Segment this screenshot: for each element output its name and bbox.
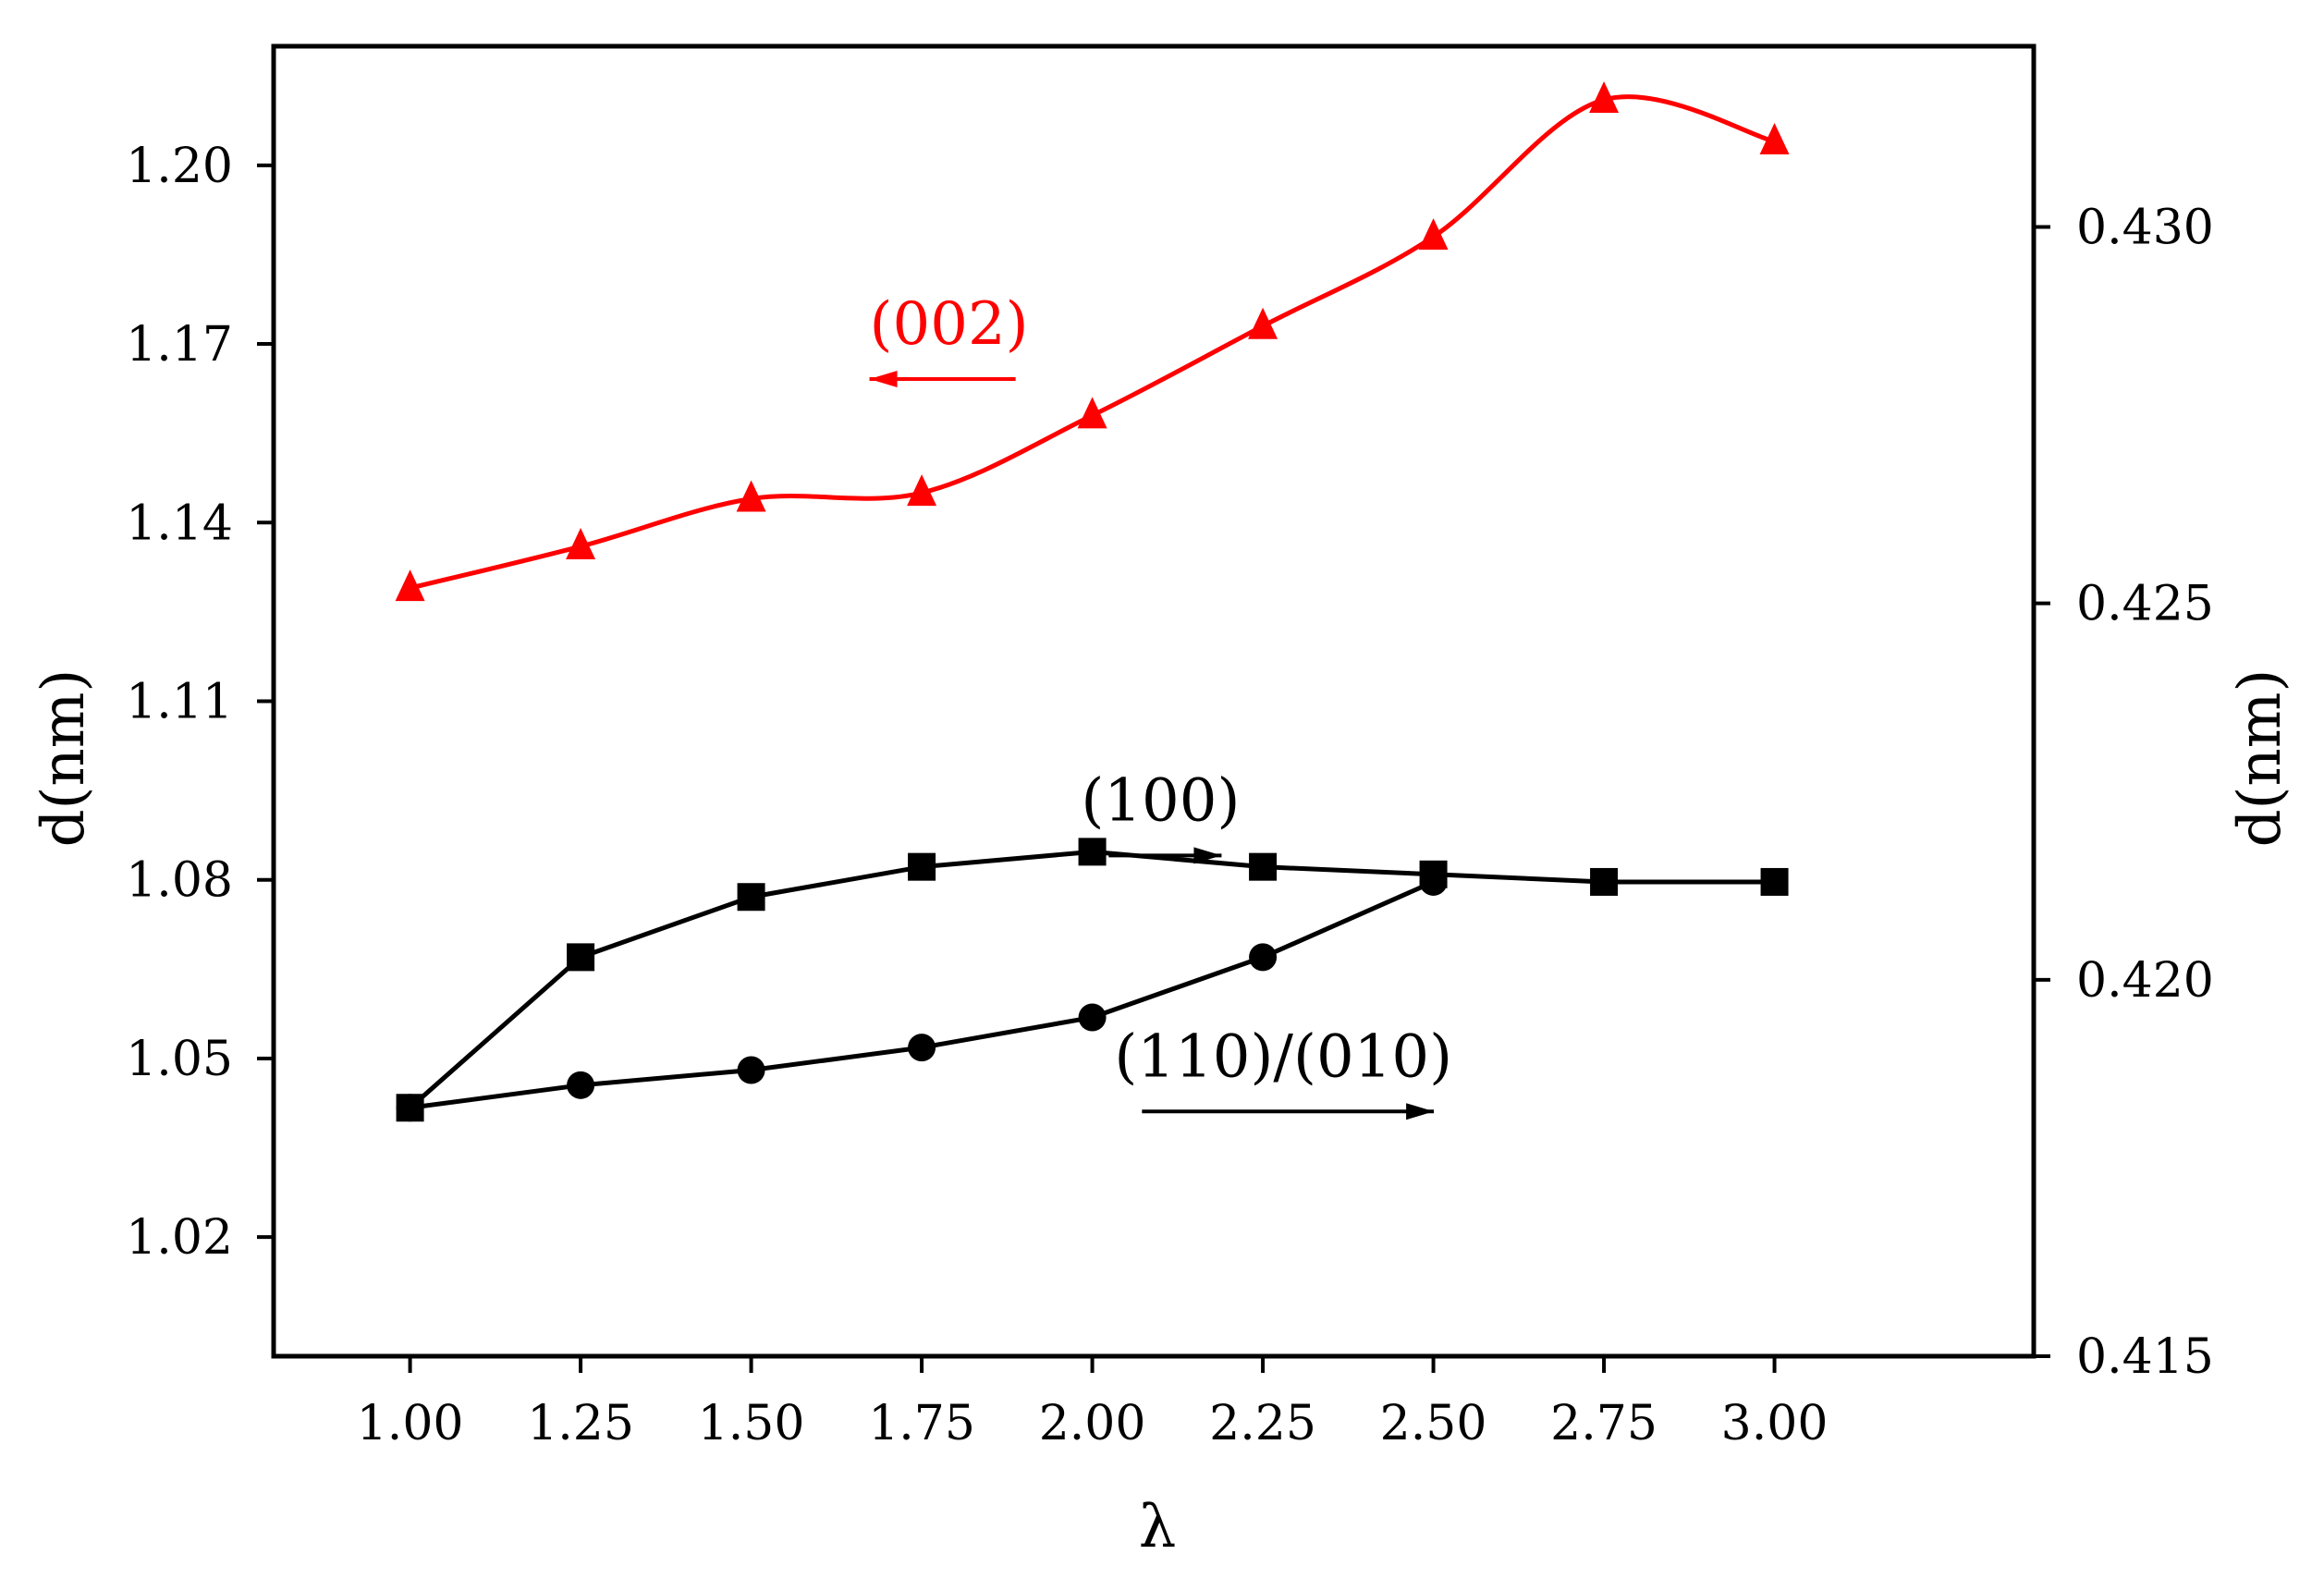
y-left-tick-label: 1.20 — [126, 139, 233, 194]
data-point-100 — [737, 883, 765, 912]
series-layer — [408, 94, 1776, 1110]
y-axis-right-title: d(nm) — [2226, 669, 2294, 848]
data-point-110-010 — [1078, 1003, 1107, 1032]
y-left-tick-label: 1.11 — [126, 675, 233, 730]
plot-frame — [271, 43, 2037, 1359]
data-point-002 — [1589, 80, 1620, 113]
data-point-100 — [1078, 838, 1107, 866]
x-tick-label: 1.25 — [527, 1396, 634, 1451]
y-right-tick-label: 0.430 — [2076, 200, 2214, 255]
data-point-110-010 — [737, 1056, 765, 1084]
data-point-002 — [736, 480, 766, 512]
data-point-002 — [907, 474, 937, 507]
series-line-002 — [410, 94, 1776, 591]
y-left-tick-label: 1.14 — [126, 496, 233, 551]
y-left-tick-label: 1.08 — [126, 853, 233, 909]
x-axis-title: λ — [1139, 1493, 1177, 1561]
annotation-label-110-010: (110)/(010) — [1114, 1022, 1452, 1091]
data-point-100 — [567, 943, 595, 972]
x-tick-label: 2.50 — [1380, 1396, 1487, 1451]
y-right-tick-label: 0.420 — [2076, 953, 2214, 1009]
marker-layer — [395, 80, 1790, 1122]
y-right-tick-label: 0.425 — [2076, 577, 2214, 632]
x-tick-label: 1.75 — [868, 1396, 975, 1451]
x-tick-label: 2.75 — [1550, 1396, 1657, 1451]
data-point-110-010 — [1249, 943, 1278, 972]
tick-layer: 1.00 1.25 1.50 1.75 2.00 2.25 2.50 2.75 3.00 1.02… — [126, 139, 2214, 1451]
y-left-tick-label: 1.17 — [126, 317, 233, 373]
y-left-tick-label: 1.05 — [126, 1032, 233, 1087]
data-point-110-010 — [396, 1094, 424, 1122]
data-point-100 — [1590, 867, 1619, 896]
data-point-110-010 — [567, 1071, 595, 1099]
data-point-002 — [566, 528, 596, 560]
data-point-002 — [395, 569, 425, 602]
annotation-label-100: (100) — [1081, 766, 1240, 835]
x-tick-label: 3.00 — [1721, 1396, 1829, 1451]
x-tick-label: 2.00 — [1039, 1396, 1146, 1451]
annotation-arrowhead-110-010 — [1406, 1103, 1435, 1120]
data-point-110-010 — [1419, 867, 1448, 896]
data-point-002 — [1077, 397, 1107, 429]
data-point-002 — [1418, 218, 1449, 251]
data-point-110-010 — [908, 1034, 936, 1062]
y-right-tick-label: 0.415 — [2076, 1329, 2214, 1385]
data-point-100 — [1760, 867, 1789, 896]
annotation-arrowhead-002 — [869, 371, 898, 388]
data-point-002 — [1248, 307, 1278, 339]
annotation-label-002: (002) — [870, 290, 1029, 359]
x-tick-label: 2.25 — [1209, 1396, 1316, 1451]
data-point-100 — [1249, 852, 1278, 881]
data-point-100 — [908, 852, 936, 881]
x-tick-label: 1.00 — [357, 1396, 464, 1451]
y-axis-left-title: d(nm) — [30, 669, 98, 848]
data-point-002 — [1759, 123, 1790, 155]
annotation-arrowhead-100 — [1193, 847, 1222, 864]
annotation-layer: (002) (100) (110)/(010) — [869, 290, 1452, 1120]
x-tick-label: 1.50 — [698, 1396, 805, 1451]
y-left-tick-label: 1.02 — [126, 1210, 233, 1266]
series-line-100 — [408, 849, 1775, 1110]
